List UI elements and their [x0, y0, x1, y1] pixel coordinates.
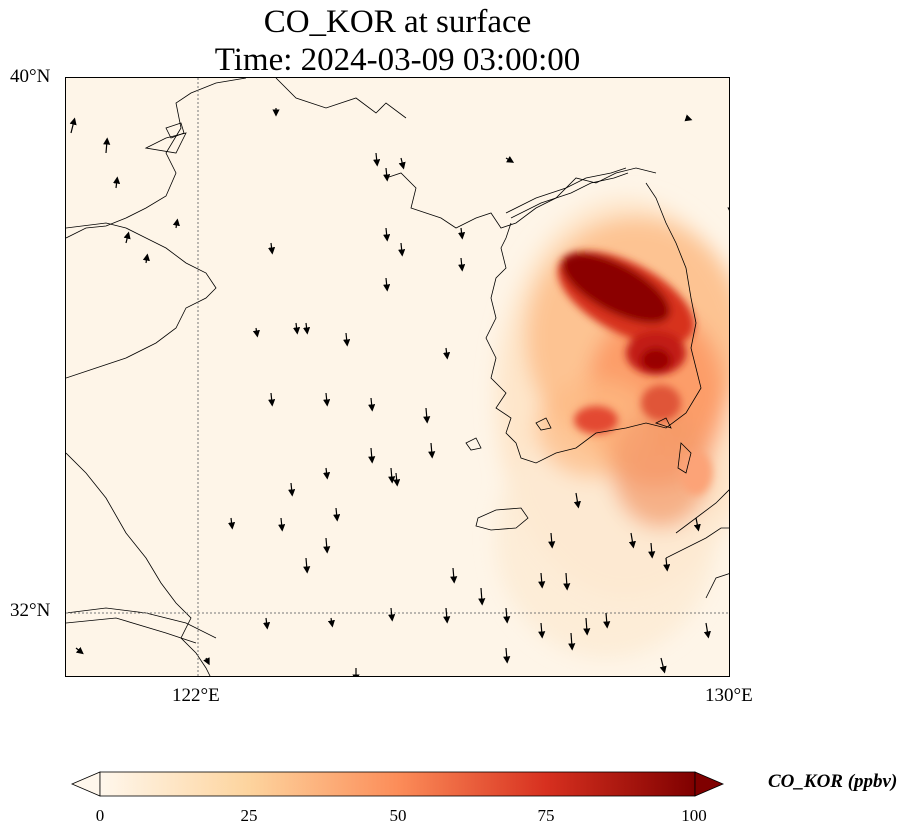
wind-arrow: [383, 277, 391, 292]
wind-arrow: [458, 257, 466, 272]
wind-arrow: [603, 612, 611, 629]
wind-arrow: [398, 242, 406, 257]
colorbar-tick: 100: [681, 806, 707, 825]
wind-arrow: [648, 542, 656, 559]
wind-arrow: [333, 507, 341, 522]
map-panel: [65, 77, 730, 677]
wind-arrow: [252, 327, 260, 338]
wind-arrow: [388, 467, 396, 484]
colorbar-gradient: [99, 771, 696, 797]
colorbar-tick: 25: [240, 806, 258, 825]
wind-arrow: [659, 657, 667, 674]
colorbar: [70, 771, 725, 797]
colorbar-extend-high: [694, 771, 725, 797]
wind-arrow: [423, 407, 431, 424]
wind-arrow: [428, 442, 436, 459]
wind-arrow: [368, 447, 376, 464]
wind-arrow: [69, 117, 77, 134]
colorbar-tick: 50: [389, 806, 407, 825]
wind-arrow: [383, 167, 391, 182]
wind-vectors: [69, 108, 729, 676]
wind-arrow: [548, 532, 556, 549]
title-line1: CO_KOR at surface: [263, 4, 532, 40]
colorbar-tick: 0: [95, 806, 105, 825]
wind-arrow: [278, 517, 286, 532]
wind-arrow: [388, 607, 396, 622]
wind-arrow: [663, 557, 671, 572]
wind-arrow: [442, 347, 451, 360]
wind-arrow: [323, 392, 331, 407]
wind-arrow: [323, 537, 331, 554]
wind-arrow: [628, 532, 636, 549]
wind-arrow: [103, 137, 111, 154]
map-canvas: [66, 78, 729, 676]
title-line2: Time: 2024-03-09 03:00:00: [214, 42, 581, 78]
wind-arrow: [267, 242, 276, 255]
wind-arrow: [503, 607, 511, 624]
wind-arrow: [268, 392, 276, 407]
gridlines: [66, 78, 729, 676]
wind-arrow: [538, 622, 546, 639]
wind-arrow: [503, 647, 511, 664]
wind-arrow: [393, 472, 401, 487]
wind-arrow: [373, 152, 381, 167]
wind-arrow: [123, 231, 131, 244]
concentration-field: [496, 198, 729, 658]
wind-arrow: [583, 617, 591, 636]
lon-tick-label: 122°E: [172, 685, 220, 706]
wind-arrow: [75, 646, 84, 655]
wind-arrow: [322, 467, 331, 480]
wind-arrow: [563, 572, 571, 591]
wind-arrow: [302, 322, 311, 335]
colorbar-label: CO_KOR (ppbv): [768, 771, 898, 792]
wind-arrow: [573, 492, 581, 509]
wind-arrow: [343, 332, 351, 347]
wind-arrow: [693, 517, 701, 532]
wind-arrow: [112, 176, 121, 189]
wind-arrow: [383, 227, 391, 242]
wind-arrow: [457, 227, 466, 240]
lat-tick-label: 32°N: [10, 600, 51, 621]
colorbar-tick: 75: [537, 806, 555, 825]
wind-arrow: [142, 253, 150, 264]
wind-arrow: [227, 517, 236, 530]
wind-arrow: [398, 157, 406, 170]
wind-arrow: [703, 622, 711, 639]
wind-arrow: [505, 156, 515, 163]
colorbar-extend-low: [70, 771, 101, 797]
lat-tick-label: 40°N: [10, 66, 51, 87]
wind-arrow: [203, 657, 210, 666]
wind-arrow: [327, 617, 335, 628]
wind-arrow: [262, 617, 271, 630]
wind-arrow: [443, 607, 451, 624]
wind-arrow: [684, 114, 693, 122]
wind-arrow: [368, 397, 376, 412]
wind-arrow: [568, 632, 576, 651]
wind-arrow: [303, 557, 311, 574]
coastlines: [66, 78, 729, 676]
wind-arrow: [538, 572, 546, 589]
wind-arrow: [292, 322, 301, 335]
lon-tick-label: 130°E: [705, 685, 753, 706]
wind-arrow: [450, 567, 458, 584]
wind-arrow: [288, 482, 296, 497]
wind-arrow: [172, 218, 180, 229]
wind-arrow: [478, 587, 486, 606]
